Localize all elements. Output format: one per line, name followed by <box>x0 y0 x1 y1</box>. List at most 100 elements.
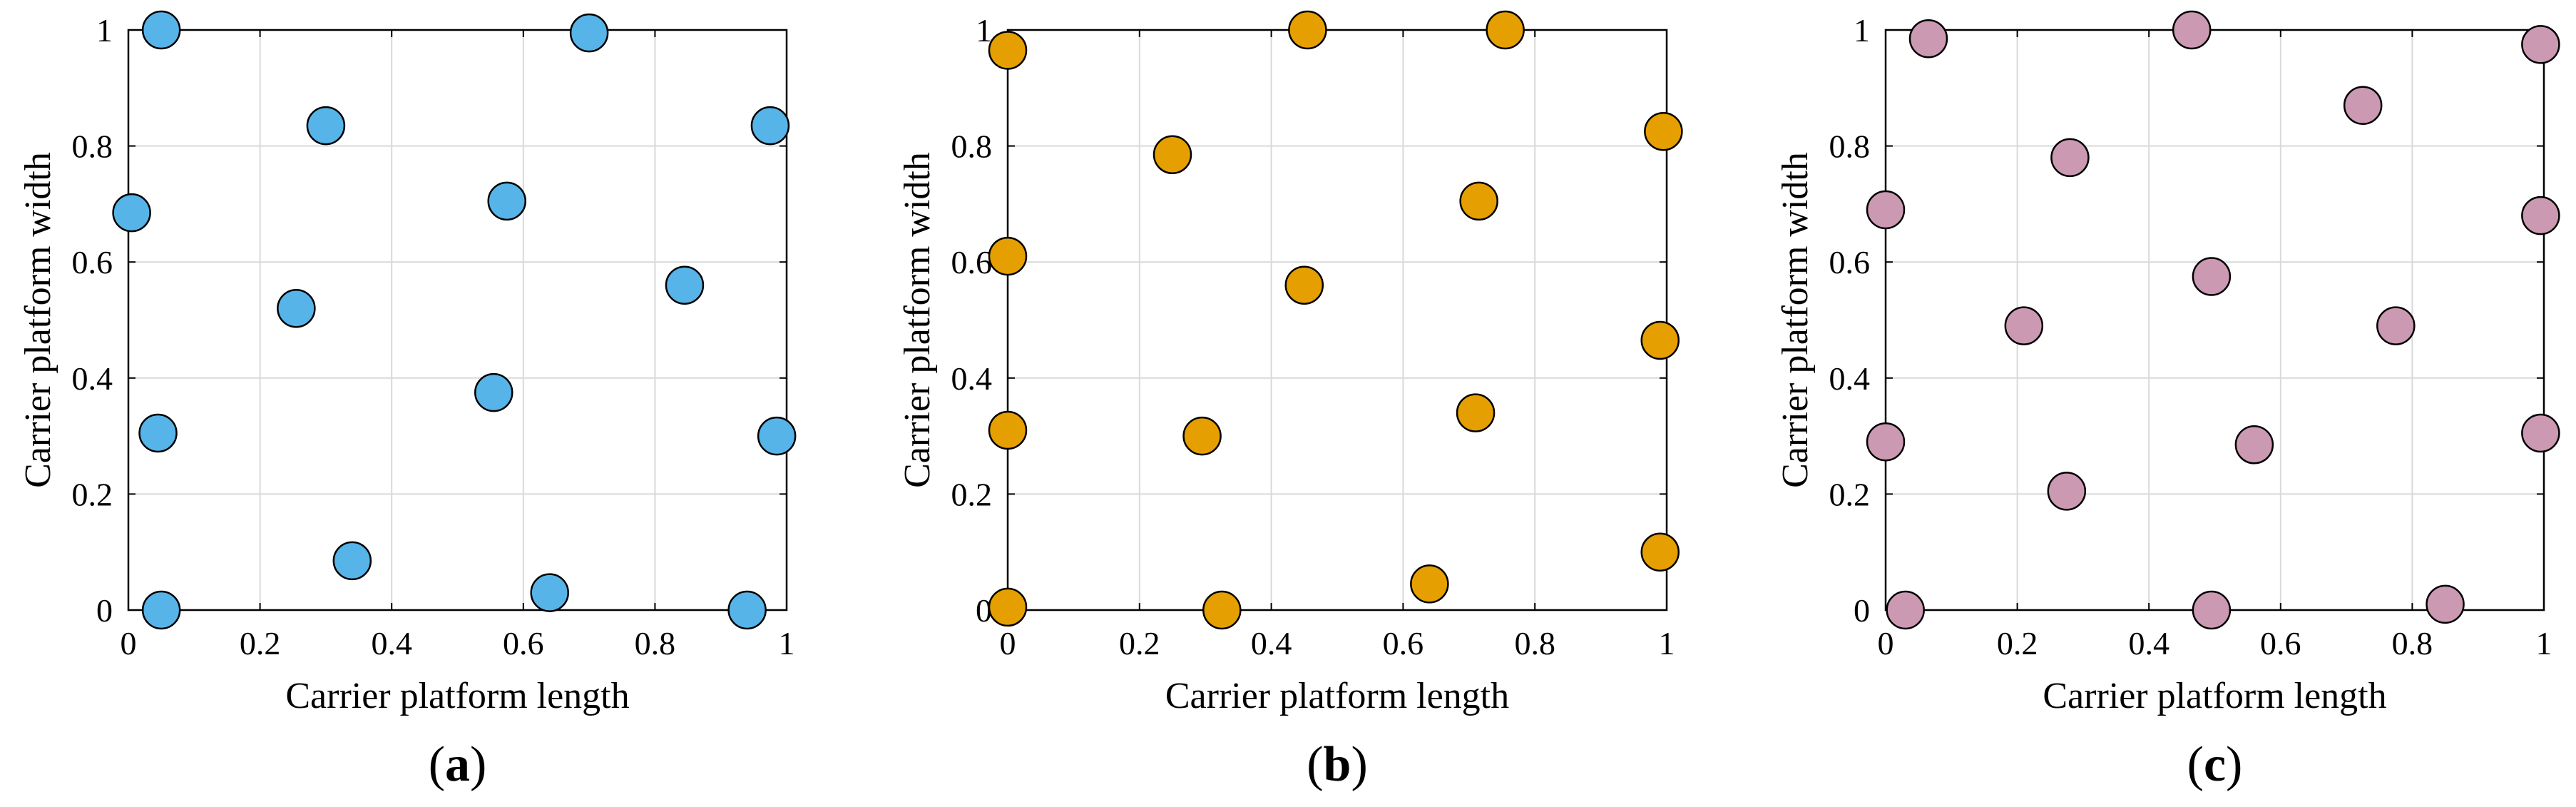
data-point <box>1459 181 1498 221</box>
data-point <box>141 590 181 630</box>
x-tick-label: 0.6 <box>503 625 544 661</box>
y-tick-label: 0.6 <box>951 244 993 280</box>
x-tick-label: 0.2 <box>1997 625 2038 661</box>
x-tick-label: 0 <box>1878 625 1894 661</box>
data-point <box>727 590 767 630</box>
data-point <box>2004 306 2044 345</box>
x-tick-label: 0.8 <box>2392 625 2433 661</box>
data-point <box>2192 257 2232 296</box>
y-tick-label: 0.6 <box>1829 244 1871 280</box>
data-point <box>1288 10 1327 50</box>
panel-label-open: ( <box>429 737 445 792</box>
y-tick-label: 0 <box>96 592 113 629</box>
data-point <box>569 13 609 53</box>
x-tick-label: 0 <box>1000 625 1016 661</box>
x-tick-label: 0.2 <box>1119 625 1160 661</box>
y-tick-label: 0.2 <box>72 476 113 512</box>
data-point <box>665 265 705 305</box>
data-point <box>757 416 797 456</box>
y-tick-label: 0.6 <box>72 244 113 280</box>
y-tick-label: 1 <box>96 12 113 49</box>
panel-label: (a) <box>429 737 487 792</box>
data-point <box>2426 584 2465 624</box>
y-tick-label: 0 <box>976 592 992 629</box>
data-point <box>750 106 790 146</box>
data-point <box>988 236 1028 276</box>
x-tick-label: 1 <box>779 625 795 661</box>
panel-label-open: ( <box>2187 737 2204 792</box>
y-tick-label: 0.8 <box>72 128 113 165</box>
panel-label: (c) <box>2187 737 2243 792</box>
panel-label-open: ( <box>1307 737 1323 792</box>
x-tick-label: 0.4 <box>1251 625 1292 661</box>
y-tick-label: 0.8 <box>951 128 993 165</box>
data-point <box>1410 564 1449 604</box>
data-point <box>988 587 1028 627</box>
data-point <box>1866 422 1906 462</box>
data-point <box>2192 590 2232 630</box>
data-point <box>530 573 569 612</box>
y-tick-label: 0 <box>1854 592 1870 629</box>
data-point <box>1182 416 1222 456</box>
data-point <box>1866 190 1906 230</box>
data-point <box>1886 590 1925 630</box>
data-point <box>2234 425 2274 465</box>
data-point <box>2172 10 2212 50</box>
panel-label-close: ) <box>1351 737 1367 792</box>
data-point <box>1640 532 1680 572</box>
data-point <box>332 541 372 581</box>
x-tick-label: 0.2 <box>240 625 281 661</box>
data-point <box>2521 196 2560 235</box>
y-tick-label: 0.4 <box>1829 360 1871 397</box>
data-point <box>2047 472 2087 511</box>
data-point <box>112 193 151 233</box>
x-tick-label: 0.8 <box>1514 625 1555 661</box>
panel-label-letter: c <box>2204 737 2226 792</box>
data-point <box>1640 320 1680 360</box>
y-axis-label: Carrier platform width <box>1775 152 1816 488</box>
chart-panel-b: 0 0.2 0.4 0.6 0.8 1 0 0.2 0.4 0.6 0.8 1 Carrier plat… <box>897 10 1683 792</box>
x-tick-label: 0.6 <box>2260 625 2301 661</box>
plot-frame <box>1884 29 2545 611</box>
x-tick-label: 0.4 <box>371 625 412 661</box>
x-tick-label: 0.4 <box>2128 625 2169 661</box>
plot-frame <box>127 29 788 611</box>
y-tick-label: 0.4 <box>951 360 993 397</box>
x-tick-label: 0 <box>121 625 137 661</box>
data-point <box>2521 25 2560 64</box>
data-point <box>2521 413 2560 453</box>
x-tick-label: 0.6 <box>1383 625 1424 661</box>
data-point <box>2376 306 2416 345</box>
chart-panel-c: 0 0.2 0.4 0.6 0.8 1 0 0.2 0.4 0.6 0.8 1 Carrier plat… <box>1775 10 2560 792</box>
y-tick-label: 1 <box>1854 12 1870 49</box>
data-point <box>988 31 1028 70</box>
y-tick-label: 0.8 <box>1829 128 1871 165</box>
y-tick-label: 0.2 <box>951 476 993 512</box>
data-point <box>141 10 181 50</box>
data-point <box>1202 590 1242 630</box>
y-axis-label: Carrier platform width <box>897 152 938 488</box>
data-point <box>1284 265 1324 305</box>
data-point <box>306 106 346 146</box>
data-point <box>1908 19 1948 59</box>
panel-label-letter: a <box>445 737 470 792</box>
data-point <box>1644 112 1683 151</box>
data-point <box>277 288 316 328</box>
x-axis-label: Carrier platform length <box>285 676 629 716</box>
plot-frame <box>1006 29 1668 611</box>
x-tick-label: 1 <box>2536 625 2552 661</box>
chart-panel-a: 0 0.2 0.4 0.6 0.8 1 0 0.2 0.4 0.6 0.8 1 Carrier plat… <box>18 10 797 792</box>
panel-label-close: ) <box>2226 737 2242 792</box>
data-point <box>988 410 1028 450</box>
data-point <box>2343 86 2383 125</box>
data-point <box>1152 135 1192 175</box>
panel-label: (b) <box>1307 737 1368 792</box>
data-point <box>1486 10 1525 50</box>
x-tick-label: 0.8 <box>635 625 676 661</box>
panel-label-letter: b <box>1324 737 1351 792</box>
y-tick-label: 0.2 <box>1829 476 1871 512</box>
y-axis-label: Carrier platform width <box>18 152 58 488</box>
x-axis-label: Carrier platform length <box>1165 676 1509 716</box>
data-point <box>474 372 513 412</box>
x-tick-label: 1 <box>1659 625 1675 661</box>
